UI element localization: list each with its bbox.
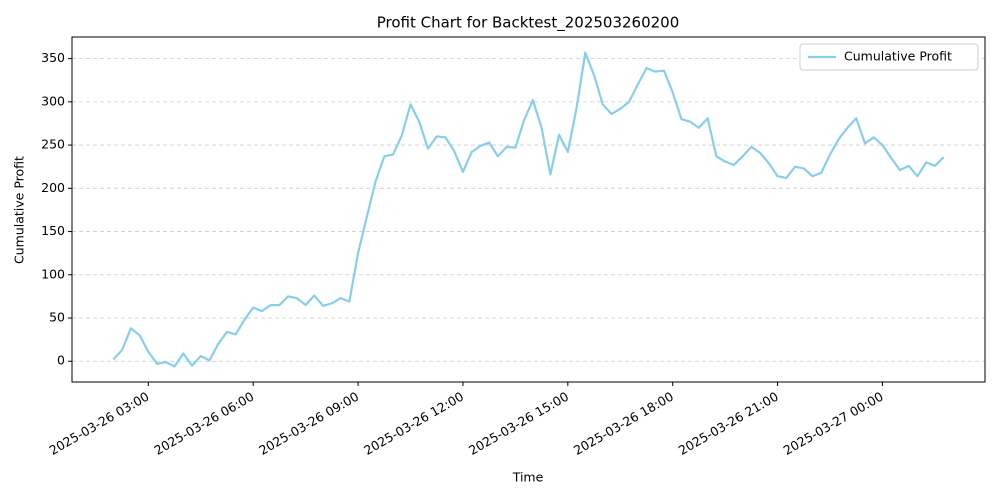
x-axis-label: Time bbox=[512, 470, 544, 485]
legend-label: Cumulative Profit bbox=[844, 49, 952, 64]
x-tick-label: 2025-03-26 12:00 bbox=[361, 389, 466, 458]
x-tick-label: 2025-03-26 09:00 bbox=[256, 389, 361, 458]
x-tick-label: 2025-03-26 21:00 bbox=[676, 389, 781, 458]
plot-frame bbox=[71, 36, 986, 383]
y-tick-label: 300 bbox=[41, 93, 65, 108]
x-tick-label: 2025-03-27 00:00 bbox=[781, 389, 886, 458]
data-line bbox=[112, 51, 945, 368]
x-tick-label: 2025-03-26 15:00 bbox=[466, 389, 571, 458]
y-tick-label: 150 bbox=[41, 223, 65, 238]
legend-box bbox=[799, 43, 979, 71]
y-tick-label: 250 bbox=[41, 137, 65, 152]
y-tick-label: 200 bbox=[41, 180, 65, 195]
chart-title: Profit Chart for Backtest_202503260200 bbox=[377, 14, 680, 33]
y-axis-label: Cumulative Profit bbox=[12, 156, 27, 264]
y-tick-label: 0 bbox=[57, 353, 65, 368]
x-tick-label: 2025-03-26 03:00 bbox=[47, 389, 152, 458]
y-tick-label: 350 bbox=[41, 50, 65, 65]
x-tick-label: 2025-03-26 18:00 bbox=[571, 389, 676, 458]
legend: Cumulative Profit bbox=[799, 43, 979, 71]
y-tick-label: 50 bbox=[49, 310, 65, 325]
y-tick-label: 100 bbox=[41, 266, 65, 281]
x-tick-label: 2025-03-26 06:00 bbox=[151, 389, 256, 458]
